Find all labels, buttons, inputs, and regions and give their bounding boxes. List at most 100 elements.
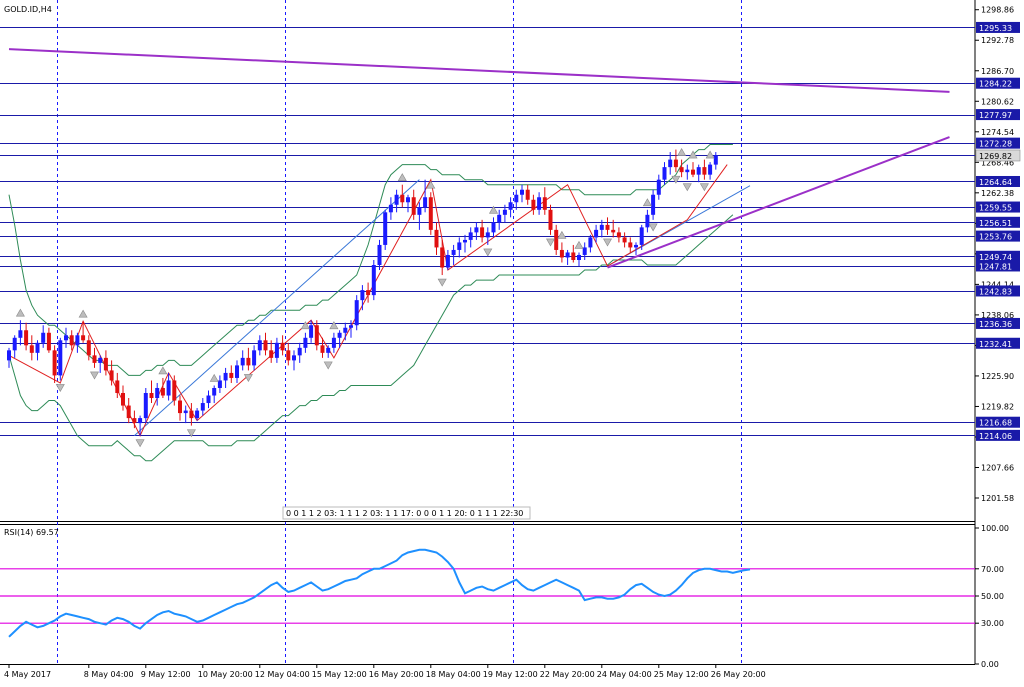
candle-body-bull	[12, 337, 17, 351]
fractal-down-marker	[89, 371, 100, 380]
level-price-tag	[976, 337, 1020, 349]
candle-body-bear	[280, 342, 285, 351]
level-price-tag	[976, 77, 1020, 89]
candle-body-bull	[588, 237, 593, 248]
fractal-down-marker	[55, 384, 65, 393]
candle-body-bull	[639, 227, 644, 245]
candle-body-bear	[434, 229, 439, 248]
candle-body-bull	[206, 395, 211, 404]
fractal-up-marker	[574, 240, 584, 249]
price-tick-label: 1207.66	[981, 463, 1014, 472]
fractal-down-marker	[602, 238, 613, 247]
candle-body-bear	[628, 242, 633, 248]
candle-body-bull	[309, 325, 314, 338]
candle-body-bear	[92, 355, 97, 363]
candle-body-bull	[166, 380, 171, 396]
session-stats-box: 0 0 1 1 2 03: 1 1 1 2 03: 1 1 17: 0 0 0 …	[282, 506, 531, 520]
candle-body-bull	[195, 410, 200, 419]
price-tick-label: 1244.14	[981, 280, 1014, 289]
fractal-up-marker	[15, 308, 25, 317]
candle-body-bear	[622, 237, 627, 243]
candle-body-bull	[713, 155, 718, 165]
rsi-tick-label: 100.00	[981, 524, 1009, 533]
rsi-tick-label: 30.00	[981, 619, 1004, 628]
candle-body-bear	[320, 345, 325, 353]
time-tick-label: 25 May 12:00	[654, 670, 709, 679]
fractal-down-marker	[545, 238, 556, 247]
channel-line[interactable]	[134, 179, 420, 437]
candle-body-bear	[616, 232, 621, 238]
candle-body-bear	[46, 332, 51, 351]
level-price-tag	[976, 250, 1020, 262]
candle-body-bull	[360, 290, 365, 301]
level-price-tag-text: 1253.76	[979, 233, 1012, 242]
rsi-title: RSI(14) 69.57	[4, 528, 59, 537]
candle-body-bull	[474, 227, 479, 233]
candle-body-bear	[314, 325, 319, 346]
candle-body-bull	[417, 207, 422, 215]
candle-body-bear	[246, 357, 251, 366]
level-price-tag-text: 1277.97	[979, 111, 1012, 120]
candle-body-bull	[98, 357, 103, 363]
current-price-tag	[975, 149, 1021, 162]
rsi-tick-label: 0.00	[981, 660, 999, 669]
candle-body-bear	[691, 169, 695, 175]
candle-body-bear	[400, 194, 405, 203]
fractal-down-marker	[483, 248, 493, 257]
candle-body-bear	[679, 167, 684, 173]
candle-body-bull	[662, 167, 667, 180]
candle-body-bull	[599, 224, 604, 230]
candle-body-bull	[445, 254, 450, 268]
candle-body-bear	[132, 418, 137, 424]
price-tick-label: 1298.86	[981, 6, 1014, 15]
level-price-tag-text: 1242.83	[979, 287, 1012, 296]
rsi-tick-label: 70.00	[981, 565, 1004, 574]
candle-body-bull	[252, 350, 257, 366]
candle-body-bull	[565, 252, 570, 258]
candle-body-bull	[406, 197, 410, 203]
level-price-tag	[976, 317, 1020, 329]
candle-body-bear	[52, 350, 57, 376]
time-tick-label: 12 May 04:00	[255, 670, 310, 679]
candle-body-bear	[81, 335, 86, 341]
candle-body-bear	[24, 330, 29, 346]
session-stats-text: 0 0 1 1 2 03: 1 1 1 2 03: 1 1 17: 0 0 0 …	[286, 509, 523, 518]
price-tick-label: 1219.82	[981, 402, 1014, 411]
fractal-down-marker	[437, 278, 447, 287]
candle-body-bear	[229, 372, 234, 378]
trendline-resistance[interactable]	[8, 48, 950, 93]
candle-body-bull	[371, 265, 376, 296]
current-price-tag-text: 1269.82	[979, 152, 1012, 161]
candle-body-bull	[377, 244, 382, 266]
price-tick-label: 1238.06	[981, 311, 1014, 320]
fractal-up-marker	[642, 198, 652, 207]
candle-body-bull	[303, 337, 308, 348]
candle-body-bull	[651, 194, 656, 215]
candle-body-bull	[7, 350, 11, 361]
candle-body-bull	[41, 332, 46, 343]
candle-body-bull	[685, 169, 690, 173]
candle-body-bull	[645, 214, 650, 228]
candle-body-bear	[673, 159, 678, 168]
fractal-down-marker	[186, 429, 196, 438]
level-price-tag	[976, 21, 1020, 33]
candle-body-bull	[326, 347, 331, 353]
price-tick-label: 1292.78	[981, 36, 1014, 45]
fractal-up-marker	[329, 321, 339, 330]
candle-body-bull	[58, 340, 63, 376]
time-tick-label: 19 May 12:00	[483, 670, 538, 679]
candle-body-bull	[18, 330, 23, 338]
candle-body-bull	[668, 159, 673, 168]
level-price-tag	[976, 175, 1020, 187]
candle-body-bear	[149, 393, 154, 399]
time-tick-label: 15 May 12:00	[312, 670, 367, 679]
time-tick-label: 8 May 04:00	[84, 670, 134, 679]
price-tick-label: 1286.70	[981, 67, 1014, 76]
candle-body-bear	[121, 393, 125, 406]
candle-body-bear	[480, 227, 485, 238]
candle-body-bull	[468, 232, 473, 240]
candle-body-bull	[594, 229, 599, 238]
trendline-support[interactable]	[607, 136, 950, 269]
level-price-tag	[976, 137, 1020, 149]
